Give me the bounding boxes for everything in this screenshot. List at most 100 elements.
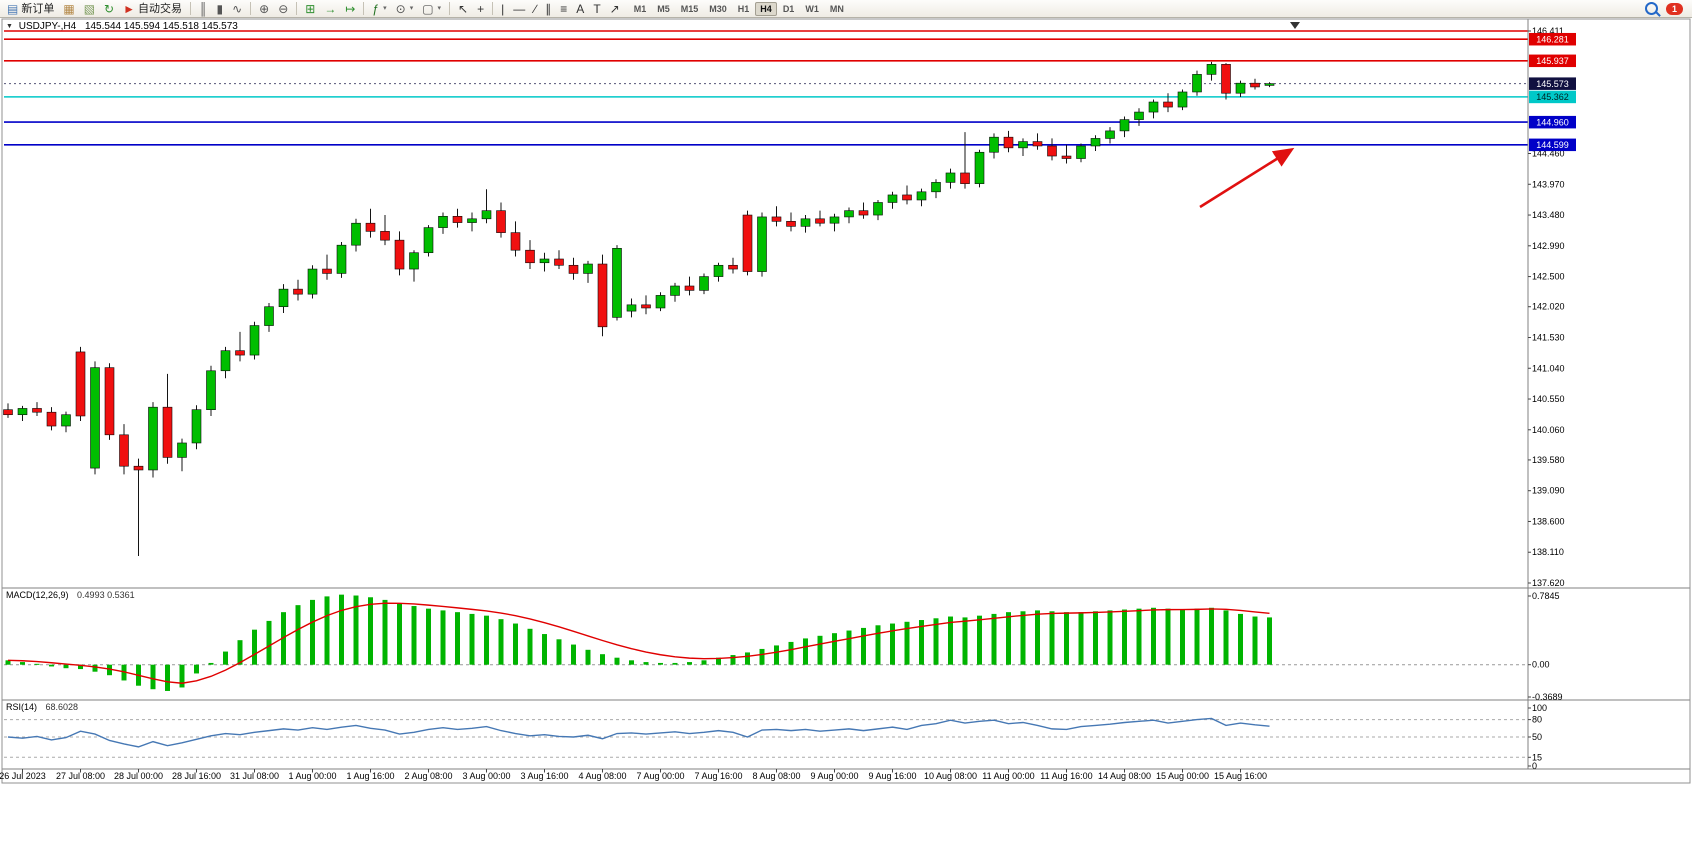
toolbar-separator — [250, 2, 252, 15]
macd-indicator-values: 0.4993 0.5361 — [77, 590, 135, 600]
periods-button[interactable]: ⊙ ▾ — [392, 0, 418, 18]
profiles-button[interactable]: ▧ — [80, 0, 99, 18]
zoom-in-button[interactable]: ⊕ — [255, 0, 273, 18]
time-axis[interactable]: 26 Jul 2023 27 Jul 08:00 28 Jul 00:00 28 Ju… — [0, 769, 1267, 781]
candle-body — [496, 210, 506, 233]
timeframe-h1[interactable]: H1 — [737, 3, 750, 14]
time-tick-label: 1 Aug 00:00 — [288, 771, 336, 781]
macd-bar — [1093, 611, 1098, 665]
fibonacci-button[interactable]: ≡ — [556, 0, 571, 18]
timeframe-h4[interactable]: H4 — [755, 1, 777, 16]
time-tick-label: 3 Aug 00:00 — [462, 771, 510, 781]
search-icon[interactable] — [1645, 2, 1658, 15]
cursor-button[interactable]: ↖ — [454, 0, 472, 18]
macd-bar — [1209, 607, 1214, 665]
candle-body — [32, 408, 42, 413]
price-tick-label: 143.970 — [1532, 179, 1565, 189]
crosshair-button[interactable]: + — [473, 0, 488, 18]
macd-bar — [498, 619, 504, 665]
indicators-icon: ƒ — [372, 1, 380, 16]
timeframe-w1[interactable]: W1 — [805, 3, 819, 14]
candle-body — [380, 231, 390, 241]
candle-body — [684, 285, 695, 291]
macd-bar — [745, 652, 750, 665]
chart-window-border — [1, 18, 1691, 784]
zoom-out-button[interactable]: ⊖ — [274, 0, 292, 18]
refresh-button[interactable]: ↻ — [100, 0, 118, 18]
bar-chart-button[interactable]: ║ — [195, 0, 212, 18]
chart-shift-marker-icon[interactable] — [1290, 22, 1300, 29]
macd-bar — [542, 634, 547, 665]
candle-body — [641, 304, 651, 309]
macd-bar — [527, 628, 533, 665]
time-tick-label: 28 Jul 00:00 — [114, 771, 163, 781]
vertical-line-button[interactable]: | — [497, 0, 508, 18]
chart-window-button[interactable]: ▦ — [59, 0, 78, 18]
candle-body — [409, 252, 419, 270]
text-button[interactable]: A — [572, 0, 588, 18]
price-badge — [1529, 115, 1576, 129]
rsi-indicator-values: 68.6028 — [45, 702, 79, 712]
candle-body — [191, 409, 202, 444]
trendline-icon: ∕ — [534, 1, 537, 16]
candle-body — [1148, 101, 1159, 113]
macd-bar — [353, 595, 359, 665]
chevron-down-icon: ▾ — [409, 4, 414, 12]
candle-body — [844, 210, 854, 218]
timeframe-m15[interactable]: M15 — [680, 3, 699, 14]
macd-bar — [1078, 612, 1084, 665]
time-tick-label: 31 Jul 08:00 — [230, 771, 279, 781]
time-tick-label: 4 Aug 08:00 — [578, 771, 626, 781]
timeframe-m1[interactable]: M1 — [633, 3, 647, 14]
tile-windows-button[interactable]: ⊞ — [301, 0, 319, 18]
auto-trading-button[interactable]: ► 自动交易 — [119, 0, 186, 18]
timeframe-m5[interactable]: M5 — [657, 3, 670, 14]
timeframe-m30[interactable]: M30 — [709, 3, 727, 14]
auto-scroll-button[interactable]: → — [320, 0, 340, 18]
price-badge-label: 145.573 — [1536, 79, 1569, 89]
price-axis[interactable]: 146.411 144.460 143.970 143.480 142.990 142.5… — [1528, 26, 1565, 771]
bar-chart-icon: ║ — [198, 1, 208, 16]
label-button[interactable]: T — [589, 0, 604, 18]
templates-icon: ▢ — [422, 1, 434, 16]
macd-bar — [20, 662, 25, 665]
tile-windows-icon: ⊞ — [305, 1, 316, 16]
line-chart-button[interactable]: ∿ — [228, 0, 246, 18]
horizontal-line-button[interactable]: ― — [509, 0, 529, 18]
indicators-button[interactable]: ƒ ▾ — [368, 0, 390, 18]
candle-body — [322, 268, 332, 274]
price-tick-label: 139.090 — [1532, 486, 1565, 496]
macd-bar — [832, 633, 837, 665]
timeframe-mn[interactable]: MN — [829, 3, 844, 14]
macd-bar — [1049, 611, 1055, 665]
notification-badge[interactable]: 1 — [1666, 2, 1683, 15]
trend-arrow-annotation[interactable] — [1199, 147, 1295, 209]
candle-body — [858, 210, 869, 216]
macd-bar — [1223, 610, 1229, 665]
macd-bar — [730, 655, 736, 665]
line-chart-icon: ∿ — [232, 1, 243, 16]
macd-bar — [1252, 616, 1258, 665]
channel-button[interactable]: ∥ — [541, 0, 555, 18]
timeframe-d1[interactable]: D1 — [782, 3, 795, 14]
chart-shift-button[interactable]: ↦ — [341, 0, 359, 18]
arrows-button[interactable]: ↗ — [606, 0, 624, 18]
candlestick-chart-button[interactable]: ▮ — [213, 0, 228, 18]
new-order-button[interactable]: ▤ 新订单 — [3, 0, 58, 18]
candle-body — [960, 172, 970, 184]
candle-body — [75, 351, 86, 417]
macd-bar — [324, 596, 330, 665]
macd-bar — [208, 662, 214, 665]
price-badge — [1529, 32, 1576, 46]
candle-body — [177, 442, 187, 458]
macd-bar — [266, 620, 272, 665]
trendline-button[interactable]: ∕ — [530, 0, 540, 18]
collapse-triangle-icon[interactable]: ▼ — [6, 23, 13, 30]
templates-button[interactable]: ▢ ▾ — [418, 0, 445, 18]
candle-body — [206, 370, 216, 410]
rsi-panel — [4, 717, 1528, 758]
candle-body — [336, 244, 347, 274]
macd-indicator-name: MACD(12,26,9) — [6, 590, 69, 600]
macd-bar — [194, 664, 199, 674]
